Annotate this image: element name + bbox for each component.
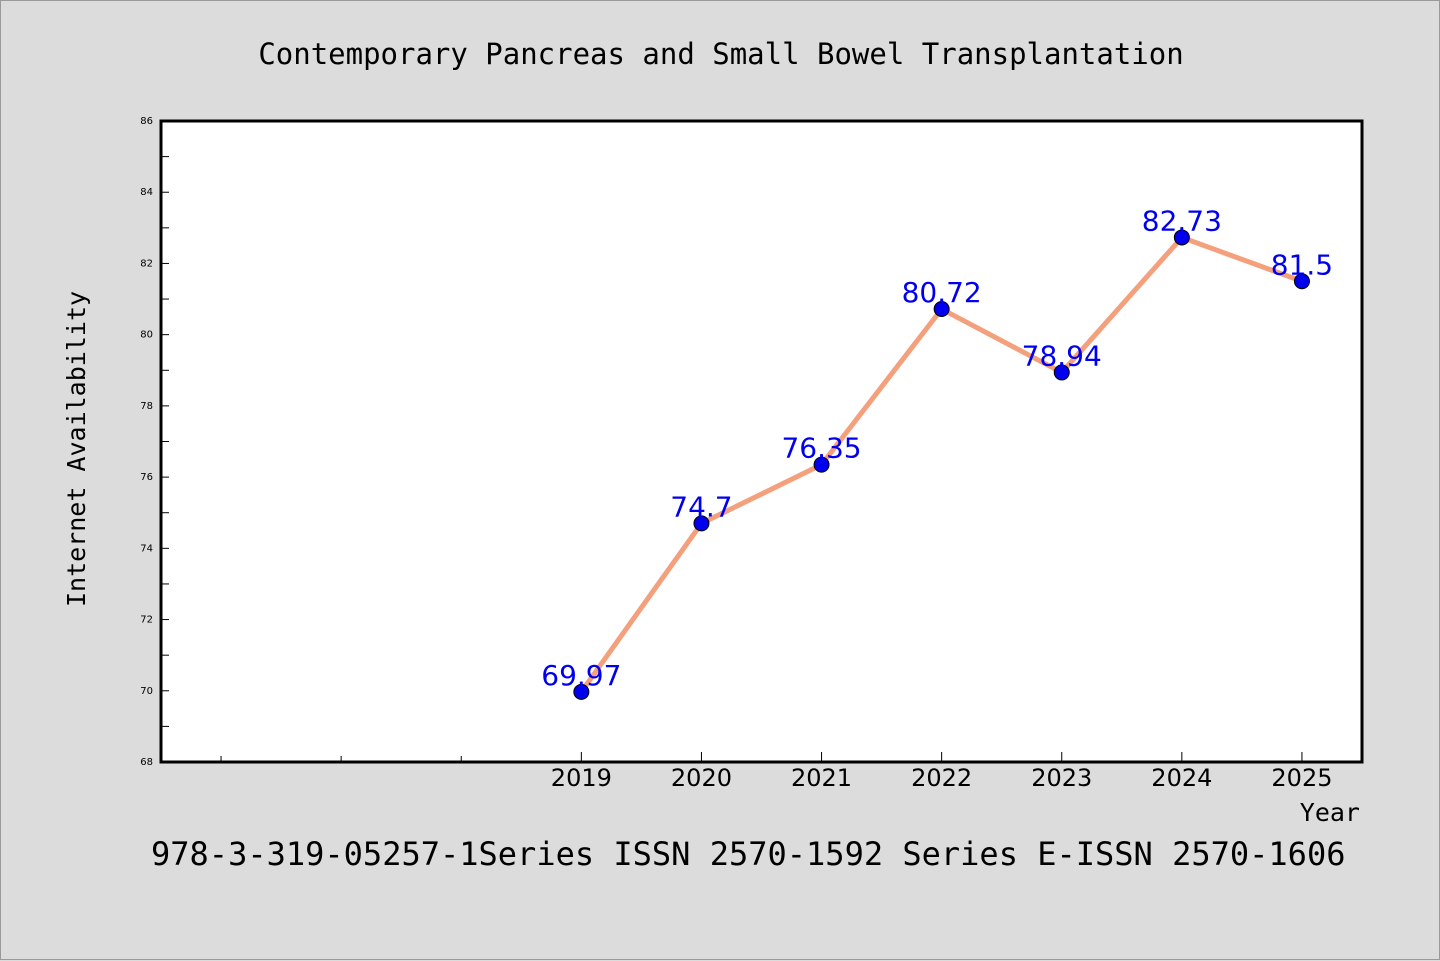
data-point xyxy=(813,456,830,473)
x-axis-label: Year xyxy=(1300,798,1360,827)
x-tick-label: 2019 xyxy=(551,764,612,792)
data-labels: 69.97 74.7 76.35 80.72 78.94 82.73 81.5 xyxy=(541,204,1333,691)
y-tick-label: 82 xyxy=(140,258,153,269)
x-tick-label: 2024 xyxy=(1151,764,1212,792)
y-tick-label: 84 xyxy=(140,187,153,198)
data-point xyxy=(1173,229,1190,246)
y-tick-label: 86 xyxy=(140,116,153,127)
data-point xyxy=(933,301,950,318)
y-tick-label: 76 xyxy=(140,472,153,483)
data-point xyxy=(1053,364,1070,381)
x-tick-label: 2025 xyxy=(1271,764,1332,792)
y-tick-label: 68 xyxy=(140,757,153,768)
data-label: 76.35 xyxy=(781,432,861,465)
data-label: 78.94 xyxy=(1022,339,1102,372)
x-tick-label: 2020 xyxy=(671,764,732,792)
y-axis-label: Internet Availability xyxy=(62,291,91,607)
data-point xyxy=(573,683,590,700)
data-point xyxy=(693,515,710,532)
plot-area xyxy=(159,119,1364,764)
x-tick-label: 2021 xyxy=(791,764,852,792)
data-label: 69.97 xyxy=(541,659,621,692)
data-point xyxy=(1293,273,1310,290)
data-label: 81.5 xyxy=(1271,248,1333,281)
y-axis: 68 70 72 74 76 78 80 82 84 86 xyxy=(140,116,169,768)
y-tick-label: 80 xyxy=(140,330,153,341)
chart-title: Contemporary Pancreas and Small Bowel Tr… xyxy=(258,37,1183,71)
data-label: 74.7 xyxy=(670,490,732,523)
y-tick-label: 78 xyxy=(140,401,153,412)
footer-text: 978-3-319-05257-1Series ISSN 2570-1592 S… xyxy=(151,835,1345,873)
y-tick-label: 72 xyxy=(140,615,153,626)
data-label: 80.72 xyxy=(902,276,982,309)
series-line xyxy=(573,229,1310,700)
data-label: 82.73 xyxy=(1142,204,1222,237)
y-tick-label: 70 xyxy=(140,686,153,697)
x-tick-label: 2023 xyxy=(1031,764,1092,792)
y-tick-label: 74 xyxy=(140,543,153,554)
x-axis: 2019 2020 2021 2022 2023 2024 2025 xyxy=(220,752,1332,792)
x-tick-label: 2022 xyxy=(911,764,972,792)
